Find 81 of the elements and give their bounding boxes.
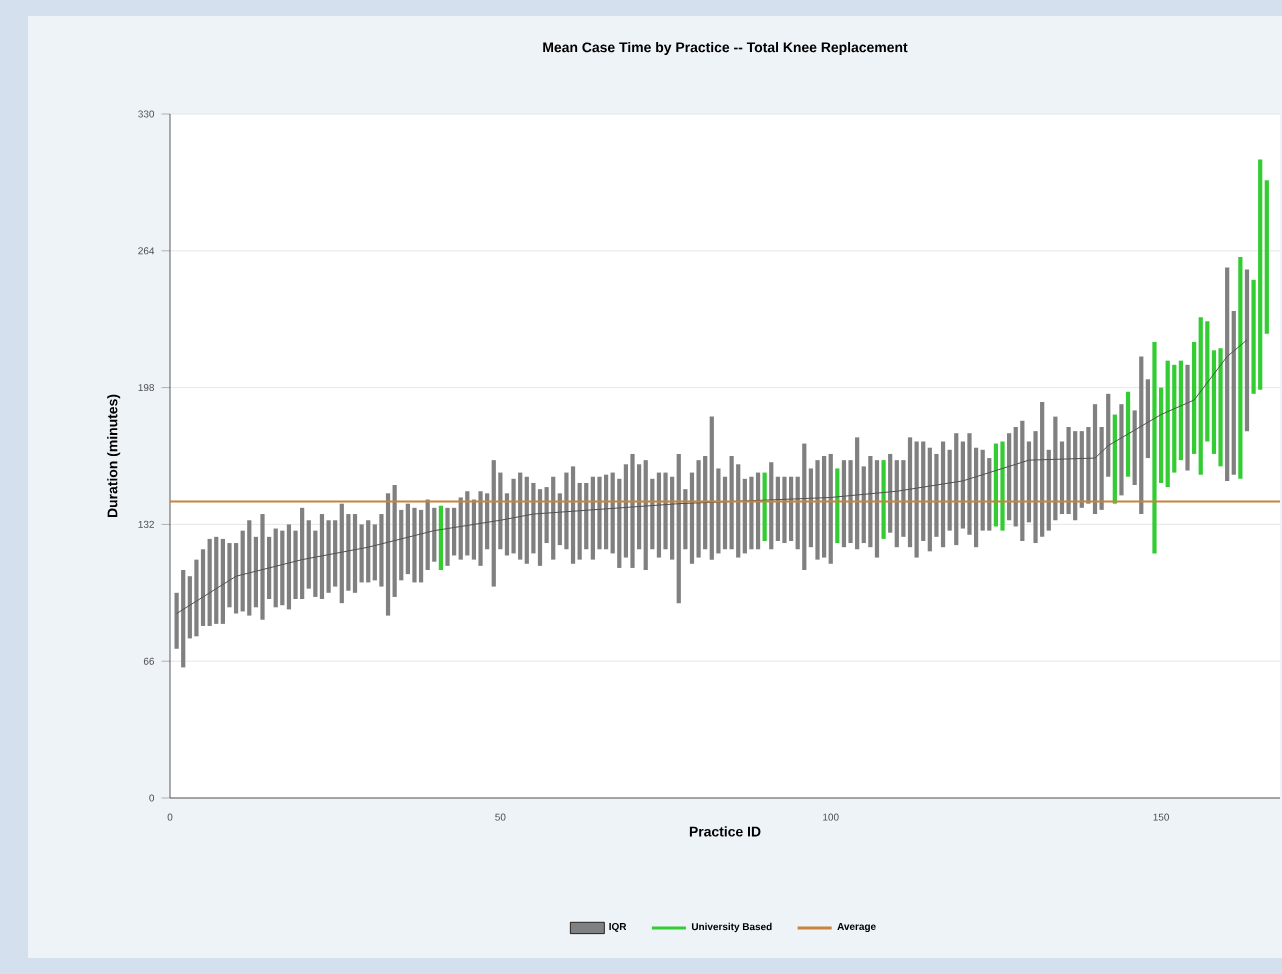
bar xyxy=(1152,342,1157,554)
bar xyxy=(465,491,470,556)
bar xyxy=(802,443,807,570)
bar xyxy=(603,474,609,550)
bar xyxy=(511,478,516,554)
bar xyxy=(524,476,529,564)
bar xyxy=(366,520,371,583)
bar xyxy=(927,447,932,552)
bar xyxy=(273,528,278,608)
bar xyxy=(835,468,840,544)
bar xyxy=(412,507,417,583)
bar xyxy=(478,491,483,566)
bar xyxy=(247,520,252,616)
bar xyxy=(339,503,344,604)
bar xyxy=(630,453,635,568)
bar xyxy=(841,460,847,548)
bar xyxy=(326,520,331,593)
bar xyxy=(643,460,648,570)
bar xyxy=(207,538,212,626)
bar xyxy=(769,462,774,550)
bar xyxy=(1244,269,1250,432)
bar xyxy=(782,476,787,544)
bar xyxy=(1119,404,1124,496)
bar xyxy=(385,493,391,616)
bar xyxy=(828,453,833,564)
bar xyxy=(570,466,576,564)
bar xyxy=(214,536,219,624)
bar xyxy=(1040,402,1045,537)
bar xyxy=(881,460,886,539)
bar xyxy=(1185,364,1190,471)
bar xyxy=(954,433,959,546)
bar xyxy=(1112,414,1117,504)
bar xyxy=(1066,426,1071,515)
bar xyxy=(352,514,358,593)
bar xyxy=(445,507,450,566)
bar xyxy=(432,507,437,562)
bar xyxy=(736,464,741,558)
bar xyxy=(438,505,444,570)
bar xyxy=(1007,433,1012,521)
bar xyxy=(1092,404,1098,515)
bar xyxy=(1073,431,1078,521)
bar xyxy=(1020,420,1025,541)
bar xyxy=(755,472,761,550)
bar xyxy=(319,514,325,600)
bar xyxy=(1139,356,1144,515)
bar xyxy=(729,456,734,550)
bar xyxy=(874,460,880,558)
bar xyxy=(1218,348,1223,467)
bar xyxy=(260,514,265,620)
bar xyxy=(300,507,305,600)
bar xyxy=(590,476,595,560)
bar xyxy=(1125,391,1131,477)
bar xyxy=(676,453,681,604)
bar xyxy=(815,460,820,560)
bar xyxy=(518,472,523,560)
line-series xyxy=(176,339,1248,615)
bar xyxy=(656,472,662,558)
bar xyxy=(1165,360,1170,488)
bar xyxy=(709,416,714,560)
bar xyxy=(286,524,292,610)
bar xyxy=(940,441,946,548)
bar xyxy=(537,489,543,566)
bar xyxy=(914,441,919,558)
bar xyxy=(1238,257,1243,479)
bar xyxy=(280,530,285,606)
bar xyxy=(1225,267,1230,481)
bar xyxy=(696,460,701,558)
bar xyxy=(220,538,225,624)
bar xyxy=(458,497,463,560)
bar xyxy=(749,476,754,550)
bar xyxy=(1198,317,1203,475)
bar xyxy=(1000,441,1005,531)
bar xyxy=(1258,159,1263,390)
bar xyxy=(181,570,186,668)
bar xyxy=(894,460,899,548)
bar xyxy=(987,458,992,531)
bar xyxy=(405,503,410,575)
bar xyxy=(855,437,860,550)
bar xyxy=(491,460,496,587)
bar xyxy=(822,456,827,558)
bar xyxy=(551,476,556,560)
